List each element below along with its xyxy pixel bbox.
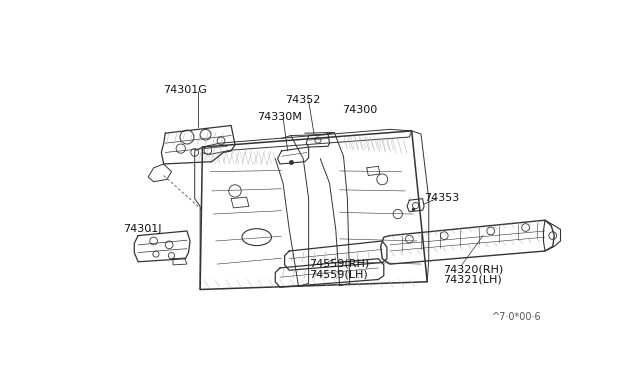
- Text: 74320(RH): 74320(RH): [443, 264, 503, 274]
- Text: 74559(RH): 74559(RH): [308, 259, 369, 269]
- Text: 74353: 74353: [424, 193, 460, 203]
- Text: 74321(LH): 74321(LH): [443, 275, 502, 285]
- Text: 74300: 74300: [342, 106, 377, 115]
- Text: 74301J: 74301J: [123, 224, 161, 234]
- Text: 74352: 74352: [285, 95, 321, 105]
- Text: 74301G: 74301G: [163, 85, 207, 95]
- Text: 74559(LH): 74559(LH): [308, 269, 367, 279]
- Text: 74330M: 74330M: [257, 112, 301, 122]
- Text: ^7·0*00·6: ^7·0*00·6: [492, 312, 541, 322]
